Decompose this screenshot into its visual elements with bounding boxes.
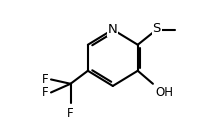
Text: S: S <box>153 22 161 35</box>
Text: OH: OH <box>156 87 174 99</box>
Text: F: F <box>67 107 74 120</box>
Text: N: N <box>108 23 118 36</box>
Text: F: F <box>42 73 48 86</box>
Text: F: F <box>42 86 48 99</box>
